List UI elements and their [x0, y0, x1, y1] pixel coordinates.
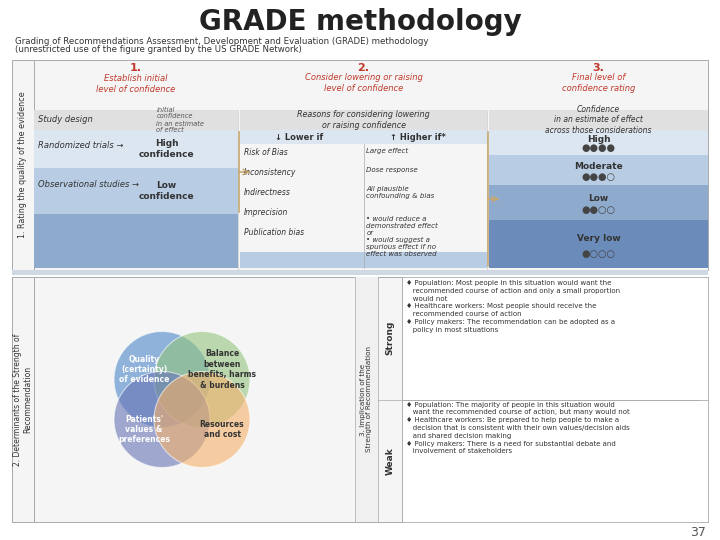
Text: Publication bias: Publication bias: [244, 228, 304, 237]
Bar: [34, 168, 238, 214]
Bar: [34, 214, 238, 268]
Bar: [489, 185, 708, 220]
Circle shape: [154, 372, 250, 468]
Bar: [34, 110, 238, 130]
Text: 1.: 1.: [130, 63, 142, 73]
Text: Resources
and cost: Resources and cost: [199, 420, 244, 439]
Bar: [12, 60, 34, 270]
Text: All plausible
confounding & bias: All plausible confounding & bias: [366, 186, 435, 199]
Text: ♦ Population: Most people in this situation would want the
   recommended course: ♦ Population: Most people in this situat…: [406, 280, 620, 333]
Text: ●●●○: ●●●○: [582, 172, 616, 181]
Circle shape: [114, 332, 210, 428]
Text: Strong: Strong: [385, 321, 395, 355]
Text: initial
confidence
in an estimate
of effect: initial confidence in an estimate of eff…: [156, 106, 204, 133]
Text: Inconsistency: Inconsistency: [244, 168, 297, 177]
Bar: [34, 130, 238, 168]
Bar: [355, 277, 378, 522]
Bar: [240, 130, 487, 144]
Text: Randomized trials →: Randomized trials →: [38, 141, 123, 150]
Text: Very low: Very low: [577, 234, 621, 242]
Text: Study design: Study design: [38, 116, 93, 125]
Text: Imprecision: Imprecision: [244, 208, 289, 217]
Text: Final level of
confidence rating: Final level of confidence rating: [562, 73, 635, 93]
Bar: [12, 60, 708, 270]
Text: ↑ Higher if*: ↑ Higher if*: [390, 132, 446, 141]
Text: Reasons for considering lowering
or raising confidence: Reasons for considering lowering or rais…: [297, 110, 430, 130]
Text: 2.: 2.: [358, 63, 369, 73]
Text: Patients'
values &
preferences: Patients' values & preferences: [118, 415, 170, 444]
Text: Weak: Weak: [385, 447, 395, 475]
Circle shape: [154, 332, 250, 428]
Circle shape: [114, 372, 210, 468]
Text: Large effect: Large effect: [366, 148, 409, 154]
Text: 1. Rating the quality of the evidence: 1. Rating the quality of the evidence: [19, 92, 27, 238]
Text: Dose response: Dose response: [366, 167, 418, 173]
Text: Observational studies →: Observational studies →: [38, 180, 139, 188]
Text: High: High: [587, 135, 611, 144]
Text: Balance
between
benefits, harms
& burdens: Balance between benefits, harms & burden…: [188, 349, 256, 389]
Bar: [12, 277, 708, 522]
Text: ●○○○: ●○○○: [582, 249, 616, 260]
Text: ♦ Population: The majority of people in this situation would
   want the recomme: ♦ Population: The majority of people in …: [406, 402, 630, 454]
Text: 37: 37: [690, 525, 706, 538]
Text: (unrestricted use of the figure granted by the US GRADE Network): (unrestricted use of the figure granted …: [15, 44, 302, 53]
Bar: [12, 277, 34, 522]
Text: Quality
(certainty)
of evidence: Quality (certainty) of evidence: [119, 355, 169, 384]
Text: ●●○○: ●●○○: [582, 205, 616, 215]
Bar: [489, 220, 708, 268]
Bar: [489, 110, 708, 130]
Text: Indirectness: Indirectness: [244, 188, 291, 197]
Bar: [489, 155, 708, 185]
Bar: [240, 252, 487, 268]
Text: Grading of Recommendations Assessment, Development and Evaluation (GRADE) method: Grading of Recommendations Assessment, D…: [15, 37, 428, 45]
Text: High
confidence: High confidence: [139, 139, 194, 159]
Text: GRADE methodology: GRADE methodology: [199, 8, 521, 36]
Text: Low: Low: [588, 194, 608, 203]
Text: ●●●●: ●●●●: [582, 143, 616, 153]
Bar: [489, 130, 708, 155]
Text: 2. Determinants of the Strength of
Recommendation: 2. Determinants of the Strength of Recom…: [13, 333, 32, 465]
Bar: [402, 400, 708, 522]
Text: 3. Implication of the
Strength of Recommendation: 3. Implication of the Strength of Recomm…: [359, 347, 372, 453]
Text: Establish initial
level of confidence: Establish initial level of confidence: [96, 75, 176, 94]
Bar: [240, 110, 487, 130]
Text: Confidence
in an estimate of effect
across those considerations: Confidence in an estimate of effect acro…: [545, 105, 652, 135]
Text: Low
confidence: Low confidence: [139, 181, 194, 201]
Text: Consider lowering or raising
level of confidence: Consider lowering or raising level of co…: [305, 73, 423, 93]
Text: Moderate: Moderate: [574, 162, 623, 171]
Bar: [12, 270, 708, 275]
Text: ↓ Lower if: ↓ Lower if: [275, 132, 323, 141]
Text: • would reduce a
demonstrated effect
or
• would suggest a
spurious effect if no
: • would reduce a demonstrated effect or …: [366, 216, 438, 257]
Text: 3.: 3.: [593, 63, 604, 73]
Bar: [402, 277, 708, 400]
Text: Risk of Bias: Risk of Bias: [244, 148, 288, 157]
